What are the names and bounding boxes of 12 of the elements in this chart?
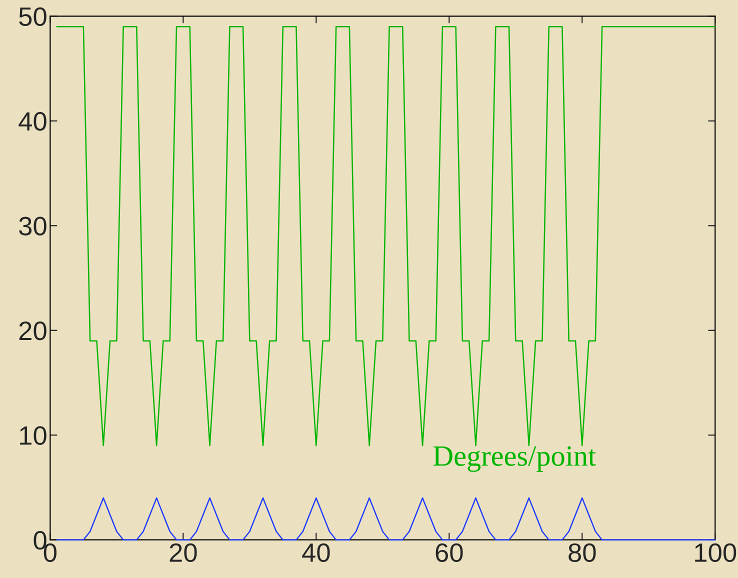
y-tick-label: 10: [20, 426, 46, 445]
y-tick-label: 30: [19, 216, 46, 236]
y-tick-label: 40: [18, 112, 46, 131]
x-tick-label: 100: [695, 543, 736, 562]
y-tick-label: 20: [19, 322, 46, 340]
x-tick-label: 80: [568, 543, 596, 562]
x-tick-label: 40: [302, 543, 330, 562]
series-label: Degrees/point: [433, 446, 596, 472]
y-tick-label: 50: [19, 7, 46, 26]
line-series: [56, 497, 716, 540]
x-tick-label: 20: [170, 543, 197, 562]
x-tick-label: 60: [436, 543, 463, 562]
